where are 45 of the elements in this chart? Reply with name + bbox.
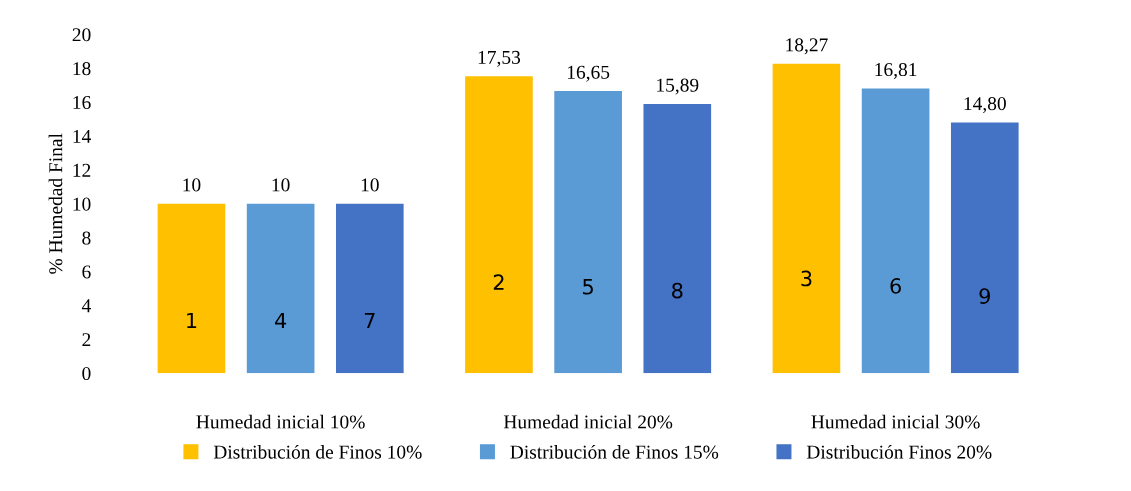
annotation: 5 bbox=[583, 279, 593, 295]
annotation: 6 bbox=[890, 278, 901, 294]
y-tick-label: 12 bbox=[73, 163, 91, 177]
y-tick-label: 6 bbox=[82, 265, 91, 279]
data-label: 10 bbox=[361, 178, 379, 192]
data-label: 15,89 bbox=[657, 78, 699, 95]
y-tick-label: 10 bbox=[73, 197, 91, 211]
annotation: 9 bbox=[979, 288, 990, 304]
x-tick-label: Humedad inicial 20% bbox=[503, 414, 673, 429]
y-tick-label: 2 bbox=[82, 333, 91, 347]
data-label: 14,80 bbox=[964, 97, 1006, 113]
bar bbox=[554, 91, 622, 374]
bar bbox=[157, 203, 226, 374]
y-tick-label: 8 bbox=[82, 231, 91, 245]
annotation: 4 bbox=[275, 312, 287, 329]
y-tick-label: 0 bbox=[82, 366, 91, 381]
data-label: 16,81 bbox=[875, 63, 917, 79]
data-label: 10 bbox=[183, 178, 201, 192]
legend-label: Distribución de Finos 15% bbox=[510, 444, 719, 459]
data-label: 18,27 bbox=[786, 38, 828, 55]
bar bbox=[335, 203, 404, 374]
x-tick-label: Humedad inicial 30% bbox=[811, 414, 980, 429]
bar bbox=[643, 103, 712, 374]
annotation: 3 bbox=[801, 270, 812, 287]
bar bbox=[772, 63, 841, 374]
data-label: 17,53 bbox=[478, 50, 521, 67]
bar bbox=[861, 88, 930, 374]
bar bbox=[465, 76, 533, 374]
y-tick-label: 20 bbox=[72, 28, 91, 42]
legend-label: Distribución de Finos 10% bbox=[213, 444, 422, 459]
x-tick-label: Humedad inicial 10% bbox=[196, 414, 365, 429]
annotation: 7 bbox=[364, 312, 375, 329]
bar bbox=[246, 203, 315, 374]
y-axis-title: % Humedad Final bbox=[48, 133, 63, 274]
y-tick-label: 16 bbox=[73, 96, 91, 110]
legend-label: Distribución Finos 20% bbox=[806, 444, 992, 459]
annotation: 8 bbox=[672, 282, 683, 299]
bar bbox=[950, 122, 1019, 374]
y-tick-label: 18 bbox=[73, 62, 91, 76]
annotation: 2 bbox=[493, 274, 504, 290]
y-tick-label: 4 bbox=[81, 299, 91, 313]
data-label: 16,65 bbox=[567, 65, 610, 82]
data-label: 10 bbox=[272, 178, 290, 192]
y-tick-label: 14 bbox=[73, 129, 91, 143]
annotation: 1 bbox=[187, 312, 197, 329]
